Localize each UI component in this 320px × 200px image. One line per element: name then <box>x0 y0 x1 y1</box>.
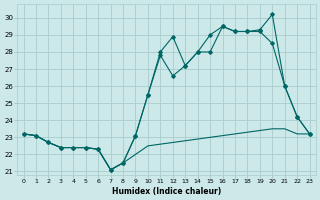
X-axis label: Humidex (Indice chaleur): Humidex (Indice chaleur) <box>112 187 221 196</box>
